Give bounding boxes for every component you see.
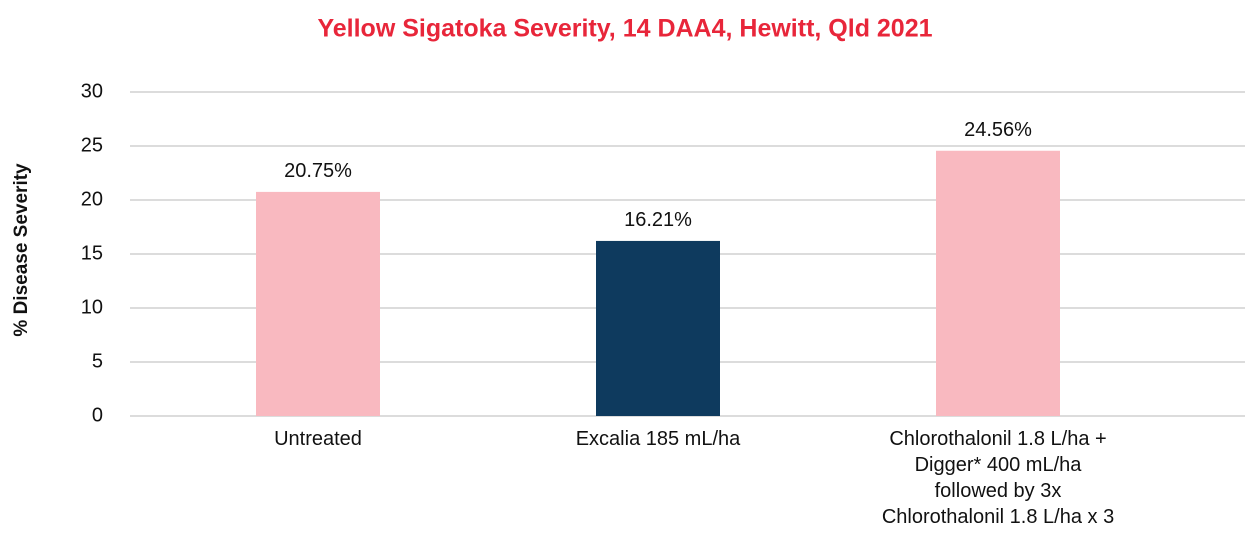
bar <box>936 150 1060 416</box>
data-label: 24.56% <box>964 119 1032 141</box>
chart-title: Yellow Sigatoka Severity, 14 DAA4, Hewit… <box>317 15 932 43</box>
x-tick-label: Untreated <box>274 428 362 450</box>
data-label: 20.75% <box>284 160 352 182</box>
bar <box>256 191 380 416</box>
y-tick-label: 0 <box>92 404 103 426</box>
y-tick-label: 20 <box>81 188 103 210</box>
y-tick-label: 25 <box>81 134 103 156</box>
y-tick-label: 5 <box>92 350 103 372</box>
y-tick-label: 10 <box>81 296 103 318</box>
data-label: 16.21% <box>624 209 692 231</box>
bar <box>596 240 720 416</box>
y-tick-label: 15 <box>81 242 103 264</box>
x-tick-label: Excalia 185 mL/ha <box>575 428 741 450</box>
x-tick-label: Chlorothalonil 1.8 L/ha + Digger* 400 mL… <box>881 428 1115 528</box>
y-tick-label: 30 <box>81 80 103 102</box>
y-axis-label: % Disease Severity <box>11 163 32 337</box>
